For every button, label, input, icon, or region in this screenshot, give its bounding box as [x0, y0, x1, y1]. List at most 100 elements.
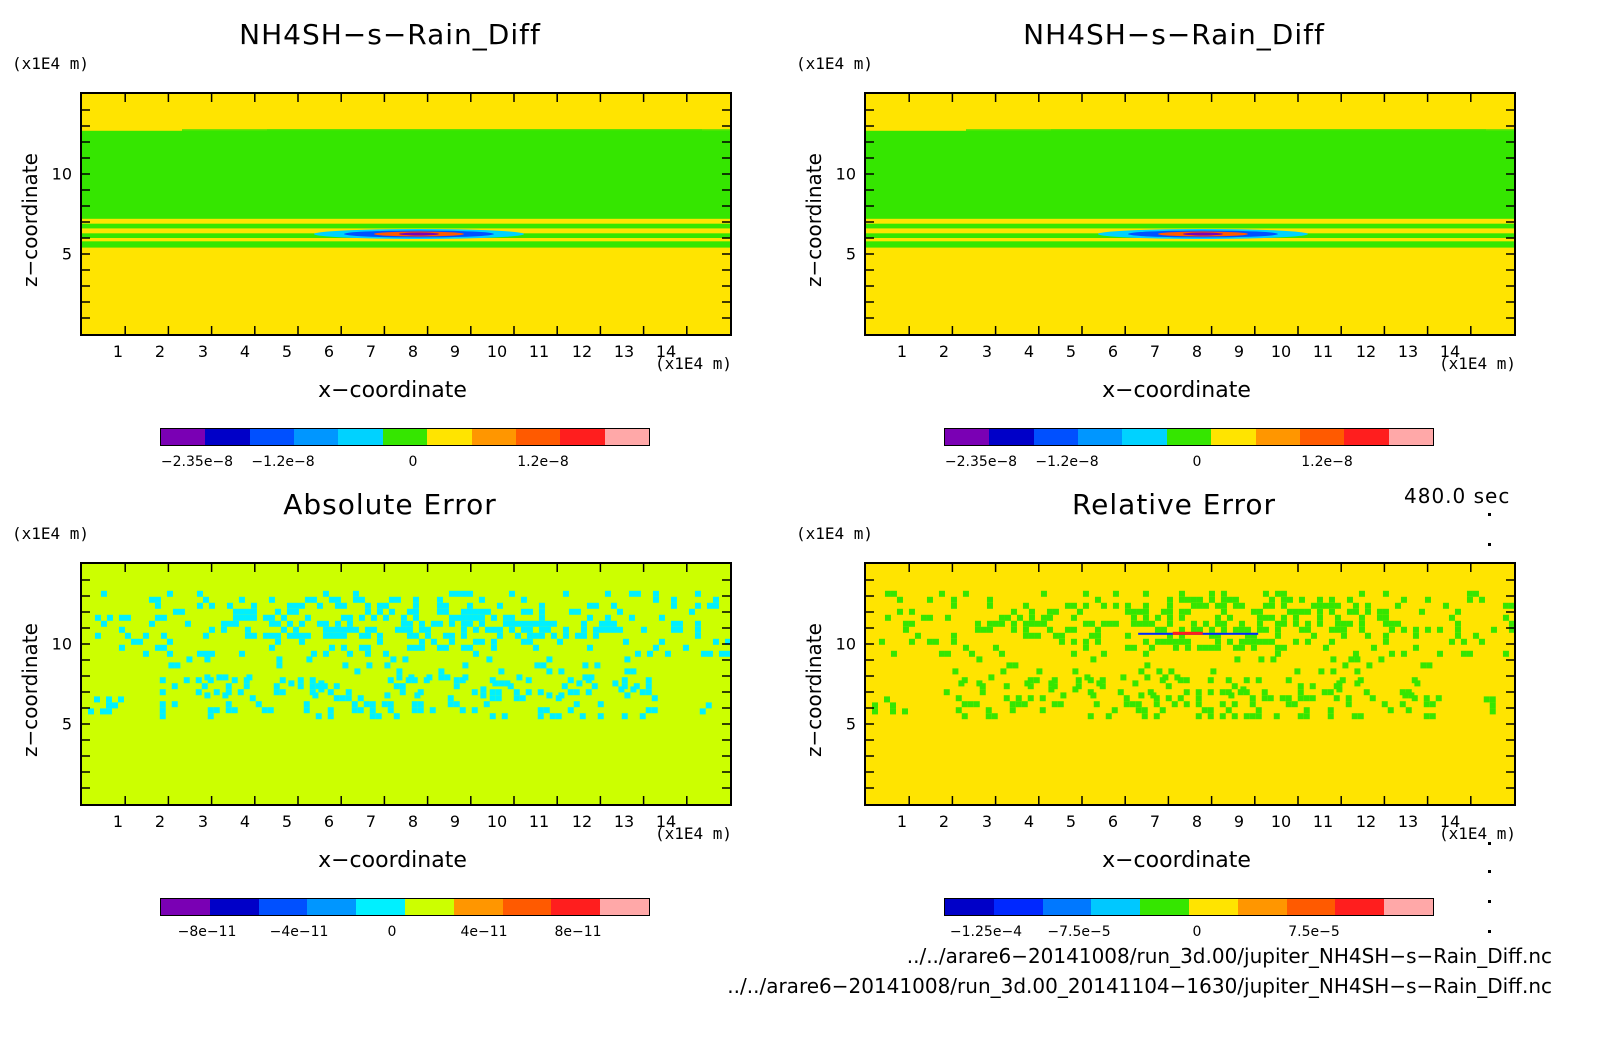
x-tick-label: 7 [365, 342, 377, 361]
x-axis-label: x−coordinate [318, 378, 467, 403]
x-tick-label: 14 [1439, 342, 1461, 361]
x-tick-label: 13 [1397, 342, 1419, 361]
x-tick-label: 3 [197, 342, 209, 361]
colorbar-swatch [600, 899, 649, 915]
marker-dot [1488, 543, 1491, 546]
y-unit-label: (x1E4 m) [796, 54, 874, 73]
x-tick-label: 5 [281, 812, 293, 831]
colorbar [160, 428, 650, 446]
x-tick-label: 5 [1065, 812, 1077, 831]
colorbar-swatch [307, 899, 357, 915]
plot-area [864, 92, 1516, 336]
y-unit-label: (x1E4 m) [796, 524, 874, 543]
field-anomaly [398, 232, 439, 236]
colorbar-swatch [1384, 899, 1433, 915]
x-tick-label: 3 [981, 812, 993, 831]
colorbar-tick-label: 0 [1192, 454, 1202, 470]
chart-title: NH4SH−s−Rain_Diff [239, 18, 541, 51]
colorbar-swatch [1335, 899, 1385, 915]
plot-area [80, 562, 732, 806]
x-tick-label: 8 [407, 812, 419, 831]
x-tick-label: 1 [896, 342, 908, 361]
x-tick-label: 4 [1023, 812, 1035, 831]
colorbar-swatch [161, 899, 210, 915]
marker-dot [1488, 870, 1491, 873]
file-path-2: ../../arare6−20141008/run_3d.00_20141104… [727, 974, 1552, 998]
x-tick-label: 14 [1439, 812, 1461, 831]
x-tick-label: 12 [1355, 342, 1377, 361]
field-band [267, 129, 730, 131]
colorbar-swatch [945, 899, 994, 915]
x-tick-label: 2 [154, 342, 166, 361]
colorbar-swatch [1122, 429, 1167, 445]
y-axis-label: z−coordinate [802, 153, 826, 287]
colorbar-tick-label: −8e−11 [177, 924, 237, 940]
x-tick-label: 12 [571, 812, 593, 831]
colorbar-swatch [1255, 429, 1300, 445]
field-background [82, 564, 730, 804]
colorbar-swatch [249, 429, 295, 445]
x-tick-label: 6 [323, 812, 335, 831]
x-tick-label: 10 [1270, 812, 1292, 831]
x-tick-label: 3 [197, 812, 209, 831]
panel-bottom-left: Absolute Error (x1E4 m) z−coordinate 5 10 1 2 3… [0, 470, 780, 950]
colorbar-swatch [205, 429, 250, 445]
chart-title: Relative Error [1071, 488, 1277, 521]
x-tick-label: 9 [1233, 342, 1245, 361]
colorbar-swatch [1299, 429, 1345, 445]
x-tick-label: 7 [1149, 342, 1161, 361]
y-unit-label: (x1E4 m) [12, 54, 90, 73]
x-tick-label: 11 [1312, 812, 1334, 831]
colorbar-swatch [1237, 899, 1287, 915]
x-tick-label: 6 [323, 342, 335, 361]
colorbar [944, 428, 1434, 446]
x-tick-label: 14 [655, 342, 677, 361]
field-band [1051, 129, 1514, 131]
x-tick-label: 6 [1107, 342, 1119, 361]
colorbar-tick-label: 0 [387, 924, 397, 940]
field-band [866, 218, 1514, 224]
x-tick-label: 3 [981, 342, 993, 361]
y-tick-label: 5 [61, 714, 72, 734]
x-tick-label: 13 [613, 812, 635, 831]
panel-bottom-right: Relative Error (x1E4 m) z−coordinate 5 10 1 2 3… [784, 470, 1564, 950]
field-band [82, 241, 730, 248]
chart-title: Absolute Error [283, 488, 497, 521]
marker-dot [1488, 513, 1491, 516]
error-pattern [872, 590, 1514, 720]
colorbar-swatch [515, 429, 561, 445]
x-tick-label: 9 [1233, 812, 1245, 831]
colorbar-swatch [1344, 429, 1389, 445]
x-tick-label: 7 [365, 812, 377, 831]
colorbar-swatch [1140, 899, 1189, 915]
x-tick-label: 1 [112, 812, 124, 831]
colorbar-tick-label: 4e−11 [460, 924, 508, 940]
colorbar-swatch [1078, 429, 1123, 445]
marker-dot [1488, 900, 1491, 903]
colorbar-swatch [560, 429, 605, 445]
error-pattern [88, 590, 730, 720]
plot-area [864, 562, 1516, 806]
y-unit-label: (x1E4 m) [12, 524, 90, 543]
x-tick-label: 4 [239, 812, 251, 831]
x-tick-label: 8 [407, 342, 419, 361]
colorbar-swatch [1188, 899, 1238, 915]
colorbar-tick-label: −1.2e−8 [1035, 454, 1099, 470]
colorbar-tick-label: −1.2e−8 [251, 454, 315, 470]
field-band [82, 223, 730, 229]
tick-marks [866, 564, 1514, 804]
colorbar-swatch [338, 429, 383, 445]
x-tick-label: 2 [154, 812, 166, 831]
y-tick-label: 5 [845, 714, 856, 734]
x-axis-label: x−coordinate [1102, 378, 1251, 403]
y-axis-label: z−coordinate [802, 623, 826, 757]
colorbar-tick-label: 8e−11 [554, 924, 602, 940]
colorbar-tick-label: −2.35e−8 [160, 454, 234, 470]
x-tick-label: 1 [112, 342, 124, 361]
x-tick-label: 6 [1107, 812, 1119, 831]
time-label: 480.0 sec [1404, 484, 1511, 508]
x-tick-label: 12 [1355, 812, 1377, 831]
tick-marks [82, 564, 730, 804]
colorbar-swatch [1211, 429, 1256, 445]
field-band [866, 130, 1514, 219]
